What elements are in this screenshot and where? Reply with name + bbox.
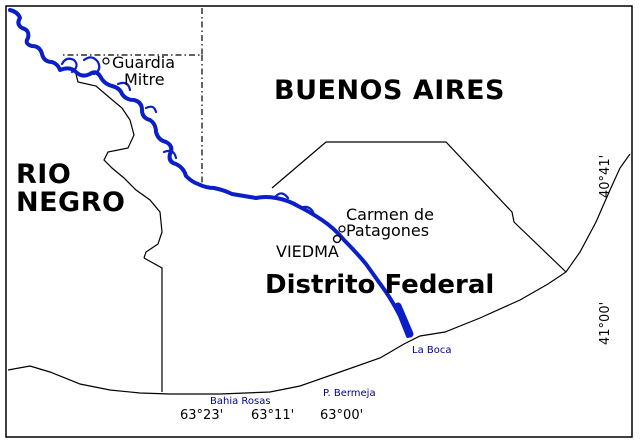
label-rio-negro-line2: NEGRO xyxy=(16,187,125,218)
label-punta-bermeja: P. Bermeja xyxy=(323,388,376,399)
provincial-border-dashed xyxy=(60,8,203,187)
label-distrito-federal: Distrito Federal xyxy=(265,270,494,300)
label-bahia-rosas: Bahia Rosas xyxy=(210,396,271,407)
label-patagones: Patagones xyxy=(346,221,429,240)
latitude-label: 41°00' xyxy=(598,302,613,345)
map-frame xyxy=(5,5,633,438)
label-carmen-de: Carmen de xyxy=(346,205,434,224)
label-mitre: Mitre xyxy=(124,70,165,89)
label-buenos-aires: BUENOS AIRES xyxy=(274,75,505,106)
label-rio-negro-line1: RIO xyxy=(16,159,71,190)
valley-edge-left xyxy=(74,69,163,259)
longitude-label: 63°23' xyxy=(180,408,223,423)
district-boundary-east xyxy=(271,141,567,273)
carmen-de-patagones-marker xyxy=(338,225,346,233)
longitude-label: 63°11' xyxy=(251,408,294,423)
district-boundary-west xyxy=(143,257,163,392)
atlantic-coastline xyxy=(7,153,631,395)
label-la-boca: La Boca xyxy=(412,345,451,356)
latitude-label: 40°41' xyxy=(598,155,613,198)
rio-negro-river xyxy=(8,8,414,338)
label-guardia: Guardia xyxy=(112,53,175,72)
longitude-label: 63°00' xyxy=(320,408,363,423)
guardia-mitre-marker xyxy=(102,57,110,65)
viedma-marker xyxy=(332,234,342,244)
label-viedma: VIEDMA xyxy=(276,242,339,261)
